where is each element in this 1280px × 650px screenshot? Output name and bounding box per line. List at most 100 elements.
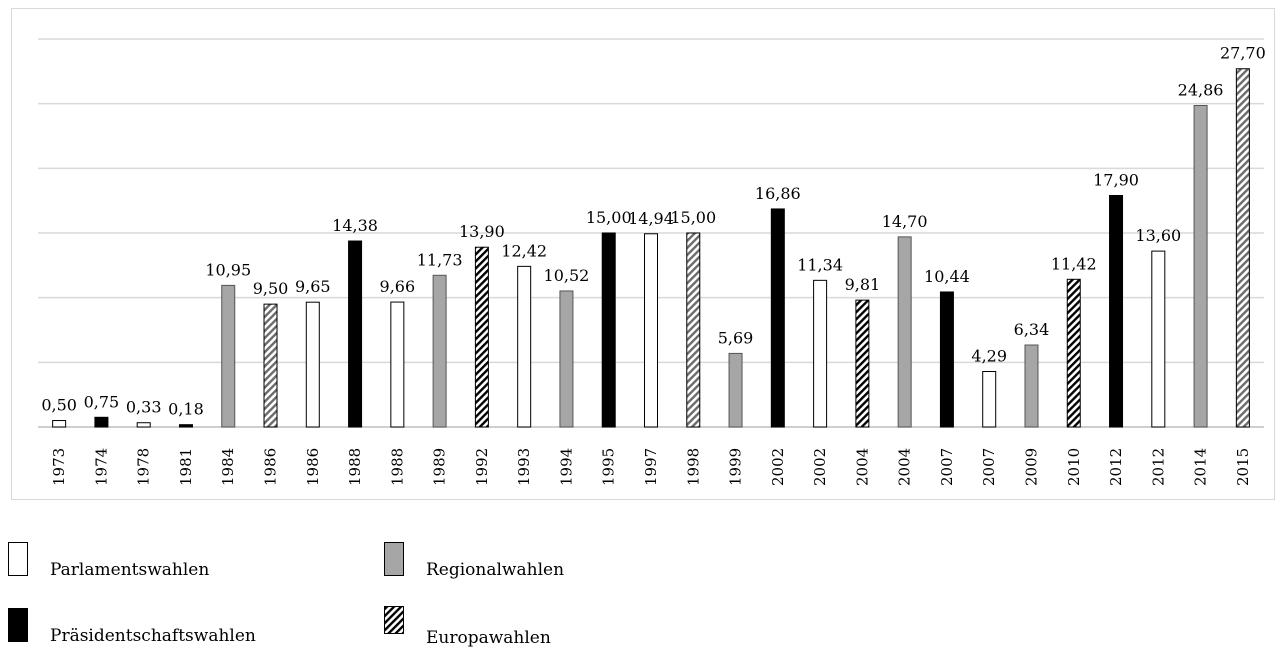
bar: [390, 301, 405, 428]
legend-swatch-europawahlen: [384, 606, 404, 634]
bar: [517, 265, 532, 428]
bar: [897, 236, 912, 428]
bar-value-label: 0,33: [126, 398, 162, 417]
bar-value-label: 14,70: [882, 212, 928, 231]
bar-value-label: 15,00: [670, 208, 716, 227]
bar: [939, 291, 954, 428]
x-tick-label: 2010: [1065, 448, 1083, 486]
bar-value-label: 0,18: [168, 400, 204, 419]
bar: [644, 233, 658, 428]
bar-value-label: 13,60: [1135, 226, 1181, 245]
x-tick-label: 2012: [1107, 448, 1125, 486]
x-tick-label: 2002: [769, 448, 787, 486]
bar-value-label: 11,42: [1051, 254, 1097, 273]
x-tick-label: 1981: [177, 448, 195, 486]
bar: [813, 279, 828, 428]
x-tick-label: 1973: [50, 448, 68, 486]
bar-value-label: 14,38: [332, 216, 378, 235]
bar-value-label: 11,73: [417, 250, 463, 269]
bar-value-label: 10,95: [205, 260, 251, 279]
bar: [686, 232, 701, 428]
x-tick-label: 2014: [1192, 448, 1210, 486]
chart-frame: [11, 8, 1275, 500]
x-tick-label: 1999: [727, 448, 745, 486]
bar-value-label: 15,00: [586, 208, 632, 227]
bar: [770, 208, 785, 428]
x-tick-label: 2009: [1022, 448, 1040, 486]
legend-label-praesidentschaftswahlen: Präsidentschaftswahlen: [50, 626, 256, 646]
bar-value-label: 17,90: [1093, 170, 1139, 189]
bar-value-label: 13,90: [459, 222, 505, 241]
bar-value-label: 16,86: [755, 184, 801, 203]
legend-label-europawahlen: Europawahlen: [426, 628, 551, 648]
x-tick-label: 1997: [642, 448, 660, 486]
x-tick-label: 2007: [938, 448, 956, 486]
x-tick-label: 1974: [92, 448, 110, 486]
bar-value-label: 4,29: [971, 347, 1007, 366]
x-tick-labels: 1973 1974 1978 1981 1984 1986 1986 1988 1988 1989…: [50, 448, 1252, 486]
bar: [432, 274, 447, 428]
bar-value-label: 6,34: [1014, 320, 1050, 339]
gridlines: [38, 38, 1264, 428]
legend-swatch-parlamentswahlen: [8, 542, 28, 576]
bar: [1066, 278, 1081, 428]
bar: [305, 301, 320, 428]
legend-label-parlamentswahlen: Parlamentswahlen: [50, 560, 210, 580]
bar: [1193, 104, 1208, 428]
x-tick-label: 2004: [853, 448, 871, 486]
bar-value-label: 0,50: [41, 396, 77, 415]
bar-value-label: 12,42: [501, 241, 547, 260]
bar: [474, 246, 489, 428]
bar-value-label: 9,50: [253, 279, 289, 298]
bar: [94, 416, 109, 428]
bar: [982, 371, 997, 428]
x-tick-label: 1988: [388, 448, 406, 486]
bar-value-label: 10,44: [924, 267, 970, 286]
bar: [263, 303, 278, 428]
bar: [728, 352, 743, 428]
bar-value-label: 11,34: [797, 255, 843, 274]
x-tick-label: 2002: [811, 448, 829, 486]
legend-item-parlamentswahlen: Parlamentswahlen: [8, 542, 209, 580]
bar: [855, 299, 870, 428]
x-tick-label: 1978: [135, 448, 153, 486]
bar-value-label: 24,86: [1178, 80, 1224, 99]
legend-item-regionalwahlen: Regionalwahlen: [384, 542, 564, 580]
bar: [221, 284, 236, 428]
x-tick-label: 1994: [557, 448, 575, 486]
x-tick-label: 1989: [431, 448, 449, 486]
bar: [1151, 250, 1166, 428]
legend-label-regionalwahlen: Regionalwahlen: [426, 560, 565, 580]
bar-value-label: 14,94: [628, 209, 674, 228]
x-tick-label: 2004: [896, 448, 914, 486]
bar: [1235, 68, 1250, 428]
legend-swatch-regionalwahlen: [384, 542, 404, 576]
bar-value-label: 9,65: [295, 277, 331, 296]
x-tick-label: 1993: [515, 448, 533, 486]
bar: [178, 424, 193, 428]
bar-value-label: 9,66: [380, 277, 416, 296]
x-tick-label: 1998: [684, 448, 702, 486]
x-tick-label: 2015: [1234, 448, 1252, 486]
bar-value-label: 27,70: [1220, 44, 1266, 63]
bar: [601, 232, 616, 428]
x-tick-label: 1986: [304, 448, 322, 486]
bar-value-label: 10,52: [544, 266, 590, 285]
x-tick-label: 1986: [262, 448, 280, 486]
legend-item-europawahlen: Europawahlen: [384, 606, 551, 648]
bar-value-label: 5,69: [718, 328, 754, 347]
bar-value-label: 0,75: [84, 392, 120, 411]
x-tick-label: 2007: [980, 448, 998, 486]
x-tick-label: 1984: [219, 448, 237, 486]
bar-value-label: 9,81: [845, 275, 881, 294]
x-tick-label: 1992: [473, 448, 491, 486]
bar: [559, 290, 574, 428]
bar: [1024, 344, 1039, 428]
bar: [348, 240, 363, 428]
bar: [1109, 194, 1124, 428]
bars: [52, 68, 1250, 428]
legend-swatch-praesidentschaftswahlen: [8, 608, 28, 642]
x-tick-label: 1995: [600, 448, 618, 486]
